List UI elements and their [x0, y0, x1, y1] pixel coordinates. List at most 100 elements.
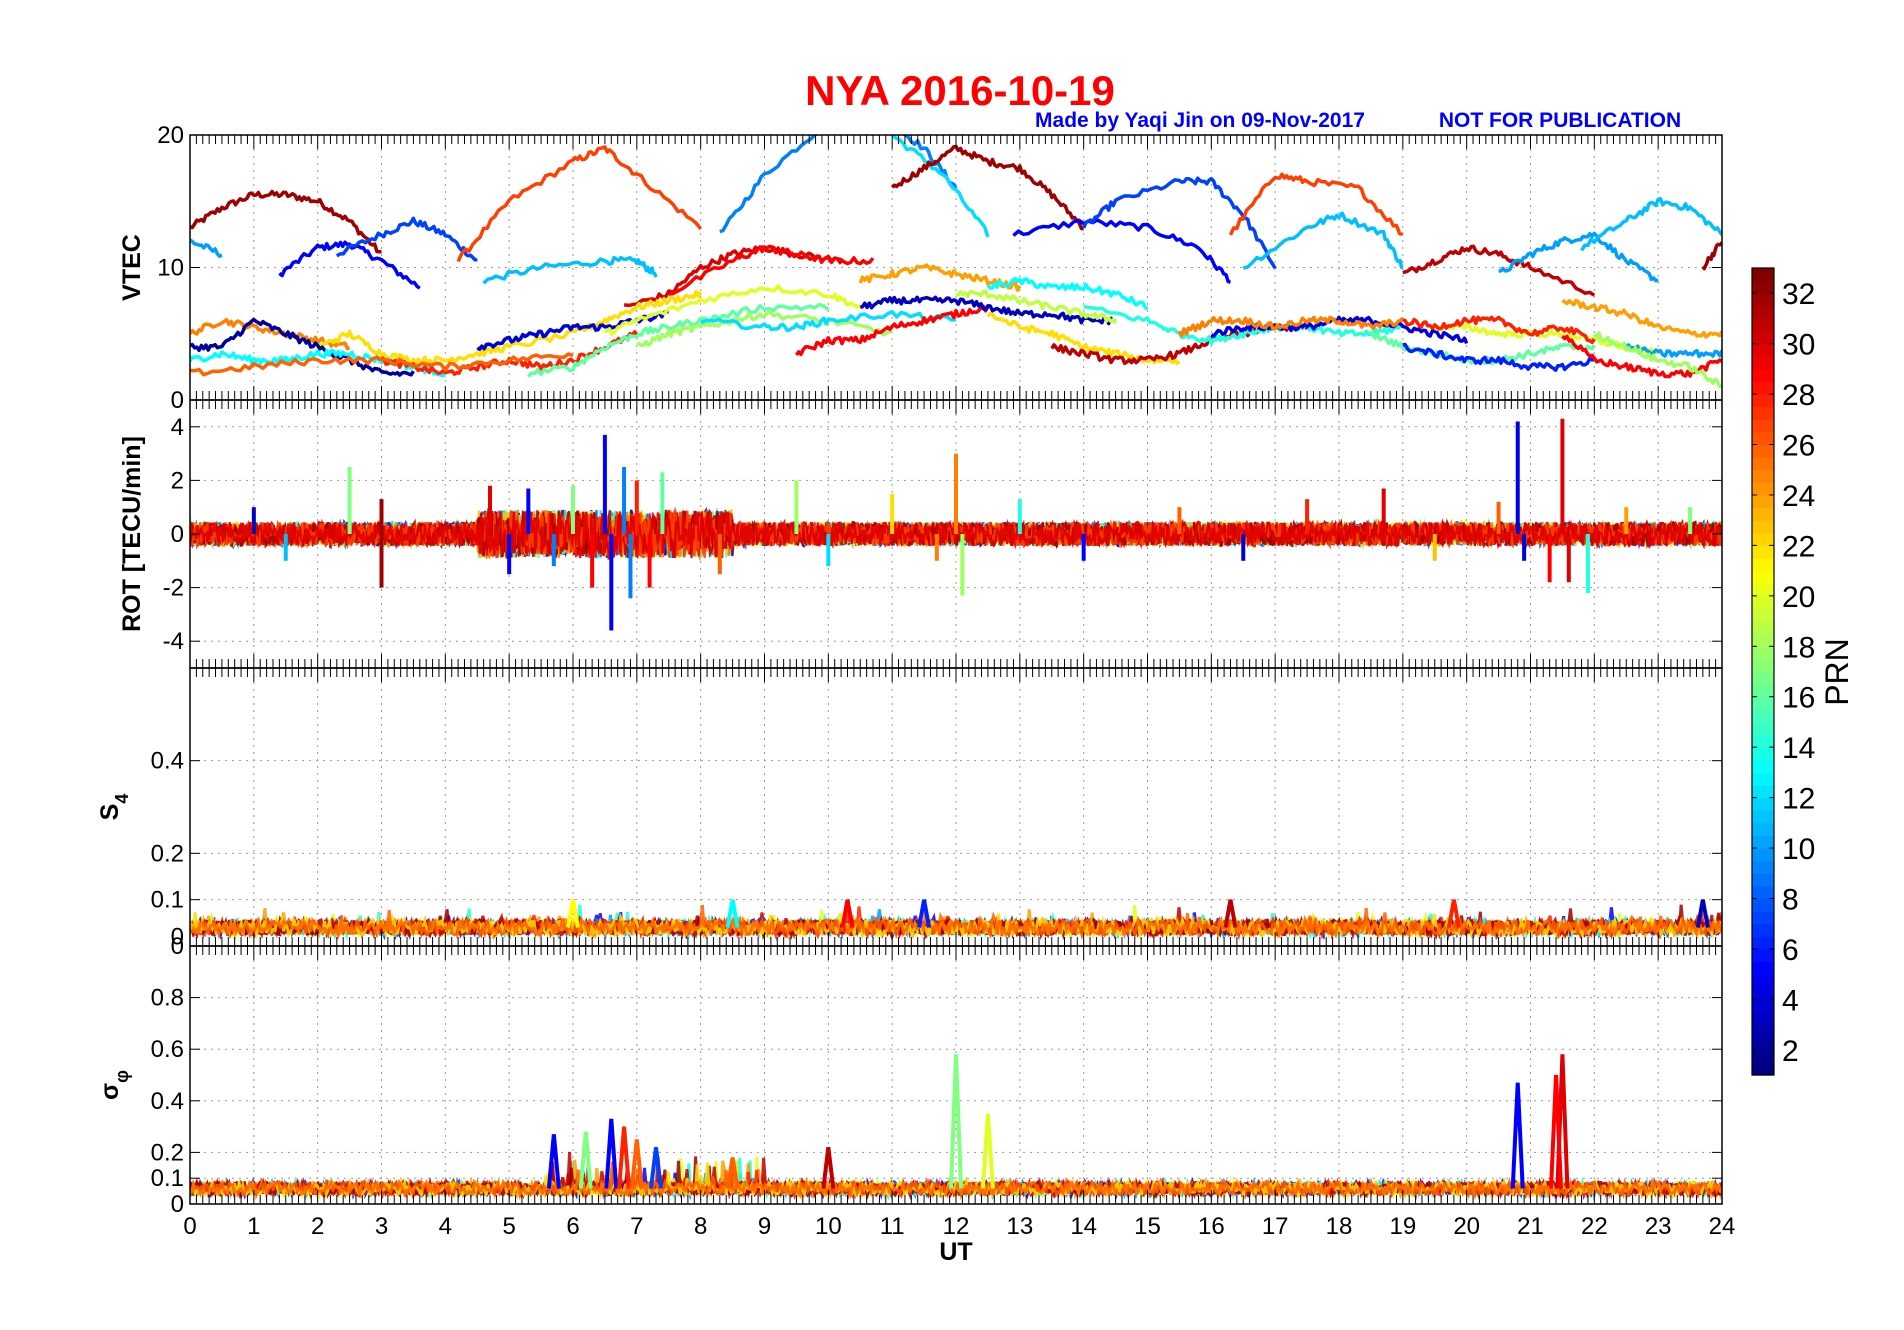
colorbar-swatch: [1752, 848, 1774, 862]
colorbar-swatch: [1752, 608, 1774, 622]
colorbar-tick-label: 8: [1782, 883, 1799, 916]
vtec-series-prn-10: [190, 238, 223, 259]
ytick-label: 4: [171, 414, 184, 441]
colorbar-swatch: [1752, 721, 1774, 736]
sigma_phi-peak: [648, 1146, 663, 1189]
colorbar-swatch: [1752, 671, 1774, 685]
xtick-label: 23: [1645, 1213, 1672, 1240]
colorbar-swatch: [1752, 1024, 1774, 1038]
colorbar-swatch: [1752, 923, 1774, 937]
xtick-label: 17: [1262, 1213, 1289, 1240]
xtick-label: 12: [943, 1213, 970, 1240]
xtick-label: 6: [566, 1213, 579, 1240]
ytick-label: 0.2: [151, 840, 184, 867]
sigma_phi-peak: [604, 1118, 619, 1189]
s4-series-prn-26: [190, 904, 1722, 941]
ytick-label: 0: [171, 387, 184, 414]
sigma_phi-peak: [617, 1126, 632, 1189]
colorbar-swatch: [1752, 684, 1774, 698]
xtick-label: 8: [694, 1213, 707, 1240]
colorbar-swatch: [1752, 457, 1774, 471]
ytick-label: 20: [157, 122, 184, 149]
vtec-series-prn-3: [859, 295, 1117, 326]
ytick-label: 0.2: [151, 1139, 184, 1166]
sigma_phi-peak: [629, 1139, 644, 1189]
vtec-series-prn-19: [955, 289, 1118, 325]
vtec-series-prn-6: [1402, 342, 1595, 372]
colorbar-tick-label: 20: [1782, 581, 1815, 614]
colorbar-tick-label: 12: [1782, 783, 1815, 816]
colorbar-swatch: [1752, 961, 1774, 975]
grid-s4: [190, 668, 1722, 946]
vtec-series-prn-29: [795, 304, 990, 357]
sigma_phi-peak: [980, 1113, 995, 1189]
vtec-series-prn-2: [190, 317, 415, 377]
colorbar-swatch: [1752, 280, 1774, 294]
ytick-label: 0.4: [151, 1088, 184, 1115]
colorbar-tick-label: 10: [1782, 833, 1815, 866]
colorbar-tick-label: 28: [1782, 379, 1815, 412]
vtec-series-prn-32: [190, 189, 382, 254]
colorbar-swatch: [1752, 709, 1774, 723]
colorbar-swatch: [1752, 406, 1774, 420]
colorbar-swatch: [1752, 646, 1774, 660]
s4-peak: [1695, 899, 1710, 928]
ticks-s4: [189, 668, 1723, 946]
xtick-label: 5: [502, 1213, 515, 1240]
vtec-series-prn-7: [335, 216, 478, 262]
xtick-label: 10: [815, 1213, 842, 1240]
colorbar-swatch: [1752, 293, 1774, 307]
xtick-label: 1: [247, 1213, 260, 1240]
ylabel-main: S: [96, 804, 124, 821]
vtec-series-prn-22: [986, 311, 1181, 366]
colorbar-swatch: [1752, 558, 1774, 572]
colorbar-swatch: [1752, 986, 1774, 1000]
colorbar-swatch: [1752, 507, 1774, 521]
colorbar-swatch: [1752, 268, 1774, 282]
colorbar-swatch: [1752, 494, 1774, 509]
vtec-series-prn-16: [526, 302, 830, 378]
colorbar-swatch: [1752, 368, 1774, 383]
colorbar-swatch: [1752, 545, 1774, 559]
vtec-series-prn-12: [891, 135, 990, 238]
rot-series-prn-30: [190, 508, 1722, 561]
s4-peak: [1223, 899, 1238, 928]
colorbar-tick-label: 32: [1782, 278, 1815, 311]
ytick-label: 0.4: [151, 748, 184, 775]
vtec-series-prn-20: [604, 284, 862, 336]
vtec-series-prn-11: [1242, 211, 1404, 270]
colorbar-swatch: [1752, 570, 1774, 584]
colorbar-swatch: [1752, 356, 1774, 370]
xtick-label: 7: [630, 1213, 643, 1240]
vtec-series-prn-14: [1083, 304, 1404, 346]
colorbar-swatch: [1752, 974, 1774, 988]
xtick-label: 3: [375, 1213, 388, 1240]
s4-peak: [840, 899, 855, 928]
colorbar-swatch: [1752, 784, 1774, 799]
sigma_phi-peak: [578, 1131, 593, 1189]
colorbar-swatch: [1752, 595, 1774, 610]
colorbar-swatch: [1752, 583, 1774, 597]
data-vtec: [190, 135, 1722, 389]
colorbar-swatch: [1752, 898, 1774, 912]
vtec-series-prn-20: [1433, 322, 1660, 358]
colorbar-swatch: [1752, 860, 1774, 874]
colorbar-tick-label: 22: [1782, 530, 1815, 563]
credit-text: Made by Yaqi Jin on 09-Nov-2017: [1035, 109, 1365, 132]
ticks-sigma_phi: [189, 946, 1723, 1204]
xtick-label: 16: [1198, 1213, 1225, 1240]
colorbar-swatch: [1752, 822, 1774, 837]
colorbar-label: PRN: [1819, 638, 1855, 706]
xtick-label: 13: [1006, 1213, 1033, 1240]
xtick-label: 14: [1070, 1213, 1097, 1240]
colorbar-swatch: [1752, 696, 1774, 710]
colorbar-tick-label: 26: [1782, 430, 1815, 463]
ytick-label: 0: [171, 521, 184, 548]
colorbar-swatch: [1752, 482, 1774, 496]
grid-sigma_phi: [190, 946, 1722, 1204]
vtec-series-prn-10: [1498, 231, 1659, 283]
colorbar-swatch: [1752, 444, 1774, 458]
ytick-label: 0: [171, 933, 184, 960]
